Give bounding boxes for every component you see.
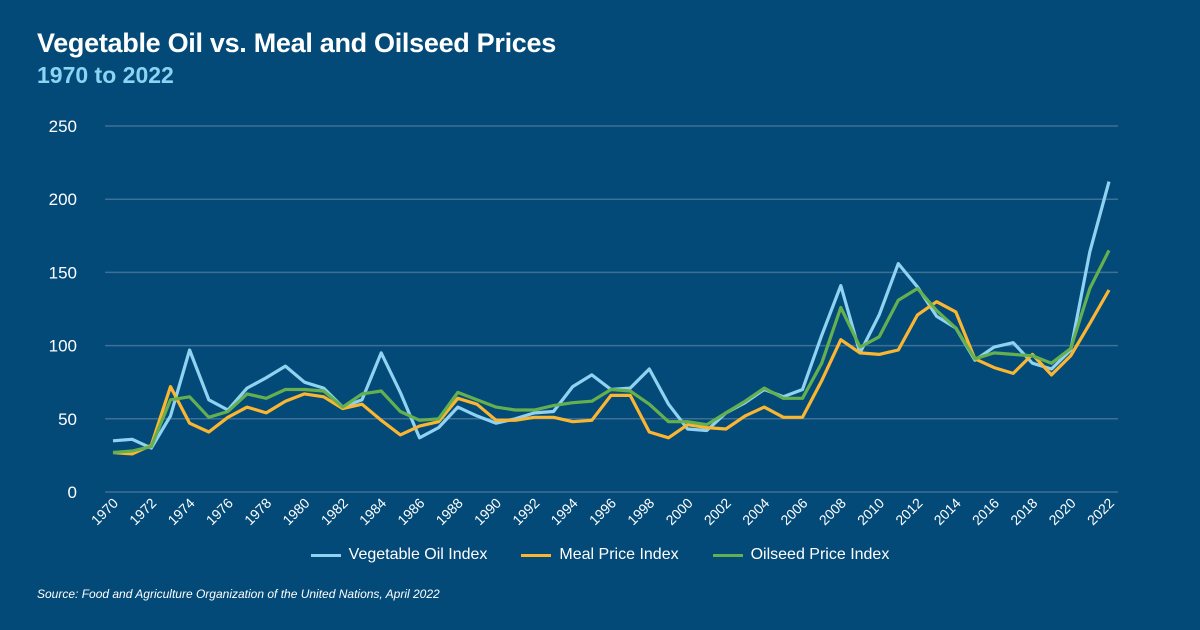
x-tick-label: 1974 xyxy=(164,495,197,528)
x-tick-label: 2002 xyxy=(701,495,734,528)
x-tick-label: 2012 xyxy=(892,495,925,528)
chart-title: Vegetable Oil vs. Meal and Oilseed Price… xyxy=(37,28,556,58)
series-line-meal-price-index xyxy=(112,289,1111,456)
legend-label: Oilseed Price Index xyxy=(750,546,890,563)
x-tick-label: 1976 xyxy=(203,495,236,528)
x-tick-label: 2016 xyxy=(969,495,1002,528)
x-tick-label: 2020 xyxy=(1045,495,1078,528)
y-tick-label: 150 xyxy=(49,263,77,282)
x-tick-label: 1994 xyxy=(547,495,580,528)
legend-swatch xyxy=(521,553,552,557)
series-line-oilseed-price-index xyxy=(112,249,1111,455)
x-tick-label: 1988 xyxy=(433,495,466,528)
legend-item-vegetable-oil: Vegetable Oil Index xyxy=(310,546,488,564)
legend: Vegetable Oil Index Meal Price Index Oil… xyxy=(0,546,1200,564)
x-tick-label: 1996 xyxy=(586,495,619,528)
series-line-vegetable-oil-index xyxy=(112,181,1111,450)
legend-label: Meal Price Index xyxy=(559,546,679,563)
x-tick-label: 1972 xyxy=(126,495,159,528)
x-tick-label: 1982 xyxy=(318,495,351,528)
x-tick-label: 1990 xyxy=(471,495,504,528)
legend-label: Vegetable Oil Index xyxy=(348,546,488,563)
x-tick-label: 1984 xyxy=(356,495,389,528)
y-tick-label: 250 xyxy=(49,117,77,136)
y-tick-label: 50 xyxy=(58,410,77,429)
x-tick-label: 1970 xyxy=(88,495,121,528)
y-tick-label: 0 xyxy=(68,483,77,502)
x-tick-label: 1978 xyxy=(241,495,274,528)
x-tick-label: 2018 xyxy=(1007,495,1040,528)
x-tick-label: 2000 xyxy=(662,495,695,528)
legend-item-oilseed: Oilseed Price Index xyxy=(712,546,890,564)
x-tick-label: 1992 xyxy=(509,495,542,528)
source-note: Source: Food and Agriculture Organizatio… xyxy=(37,587,440,601)
x-tick-label: 2010 xyxy=(854,495,887,528)
legend-item-meal: Meal Price Index xyxy=(521,546,679,564)
y-tick-label: 100 xyxy=(49,337,77,356)
x-tick-label: 2022 xyxy=(1084,495,1117,528)
x-tick-label: 2008 xyxy=(816,495,849,528)
y-tick-label: 200 xyxy=(49,190,77,209)
legend-swatch xyxy=(712,553,743,557)
x-tick-label: 1986 xyxy=(394,495,427,528)
x-tick-label: 2006 xyxy=(777,495,810,528)
x-tick-label: 1998 xyxy=(624,495,657,528)
chart-subtitle: 1970 to 2022 xyxy=(37,62,174,88)
x-tick-label: 2014 xyxy=(931,495,964,528)
x-tick-label: 1980 xyxy=(279,495,312,528)
x-tick-label: 2004 xyxy=(739,495,772,528)
legend-swatch xyxy=(310,553,341,557)
